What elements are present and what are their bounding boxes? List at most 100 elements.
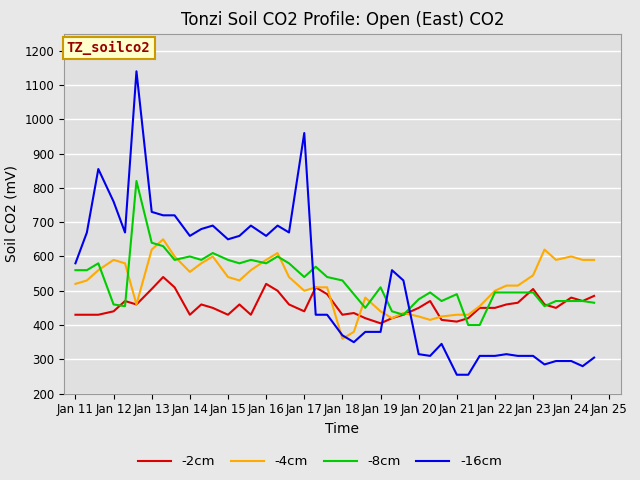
- -4cm: [491, 288, 499, 294]
- -16cm: [426, 353, 434, 359]
- -4cm: [339, 336, 346, 342]
- -4cm: [312, 285, 319, 290]
- -4cm: [362, 295, 369, 300]
- -8cm: [186, 253, 194, 259]
- -2cm: [399, 312, 407, 318]
- -8cm: [148, 240, 156, 246]
- -2cm: [121, 298, 129, 304]
- -8cm: [502, 289, 510, 295]
- -16cm: [568, 358, 575, 364]
- -8cm: [132, 178, 140, 184]
- -8cm: [323, 274, 331, 280]
- -16cm: [209, 223, 216, 228]
- -16cm: [171, 213, 179, 218]
- -8cm: [159, 243, 167, 249]
- -2cm: [415, 305, 422, 311]
- -8cm: [514, 289, 522, 295]
- -4cm: [148, 247, 156, 252]
- -16cm: [362, 329, 369, 335]
- -4cm: [568, 253, 575, 259]
- -4cm: [350, 329, 358, 335]
- -8cm: [529, 289, 537, 295]
- -4cm: [72, 281, 79, 287]
- -16cm: [148, 209, 156, 215]
- -16cm: [579, 363, 586, 369]
- -8cm: [350, 291, 358, 297]
- -2cm: [529, 286, 537, 292]
- -16cm: [159, 213, 167, 218]
- X-axis label: Time: Time: [325, 422, 360, 436]
- -4cm: [83, 277, 91, 283]
- -4cm: [236, 277, 243, 283]
- -16cm: [109, 199, 117, 204]
- -2cm: [312, 285, 319, 290]
- -2cm: [72, 312, 79, 318]
- -4cm: [426, 317, 434, 323]
- -16cm: [339, 333, 346, 338]
- -2cm: [300, 309, 308, 314]
- -2cm: [83, 312, 91, 318]
- -16cm: [350, 339, 358, 345]
- Text: TZ_soilco2: TZ_soilco2: [67, 41, 150, 55]
- -2cm: [388, 315, 396, 321]
- -8cm: [552, 298, 560, 304]
- -4cm: [529, 273, 537, 278]
- -2cm: [568, 295, 575, 300]
- -8cm: [224, 257, 232, 263]
- -2cm: [109, 309, 117, 314]
- -4cm: [399, 310, 407, 316]
- -16cm: [323, 312, 331, 318]
- -8cm: [274, 253, 282, 259]
- -16cm: [552, 358, 560, 364]
- -4cm: [453, 312, 461, 318]
- -8cm: [109, 301, 117, 307]
- -4cm: [415, 313, 422, 319]
- -16cm: [95, 166, 102, 172]
- -16cm: [438, 341, 445, 347]
- -4cm: [274, 250, 282, 256]
- -16cm: [476, 353, 484, 359]
- -2cm: [95, 312, 102, 318]
- -8cm: [72, 267, 79, 273]
- -2cm: [186, 312, 194, 318]
- -8cm: [377, 285, 385, 290]
- -4cm: [377, 309, 385, 314]
- Y-axis label: Soil CO2 (mV): Soil CO2 (mV): [5, 165, 19, 262]
- -4cm: [300, 288, 308, 294]
- -16cm: [224, 237, 232, 242]
- -2cm: [502, 301, 510, 307]
- -2cm: [198, 301, 205, 307]
- -2cm: [285, 301, 293, 307]
- -2cm: [362, 315, 369, 321]
- -4cm: [95, 267, 102, 273]
- -16cm: [132, 69, 140, 74]
- -4cm: [171, 253, 179, 259]
- -2cm: [323, 291, 331, 297]
- -16cm: [83, 229, 91, 235]
- -16cm: [388, 267, 396, 273]
- -8cm: [95, 261, 102, 266]
- -2cm: [247, 312, 255, 318]
- -2cm: [377, 321, 385, 326]
- -8cm: [121, 303, 129, 309]
- -16cm: [247, 223, 255, 228]
- -4cm: [541, 247, 548, 252]
- -2cm: [491, 305, 499, 311]
- Line: -8cm: -8cm: [76, 181, 594, 325]
- -4cm: [132, 301, 140, 307]
- Line: -4cm: -4cm: [76, 240, 594, 339]
- -2cm: [236, 301, 243, 307]
- -16cm: [590, 355, 598, 360]
- -8cm: [388, 309, 396, 314]
- -16cm: [121, 229, 129, 235]
- -2cm: [465, 315, 472, 321]
- -2cm: [339, 312, 346, 318]
- -4cm: [159, 237, 167, 242]
- -4cm: [262, 257, 270, 263]
- -2cm: [132, 301, 140, 307]
- -16cm: [541, 361, 548, 367]
- -16cm: [514, 353, 522, 359]
- -2cm: [159, 274, 167, 280]
- -16cm: [377, 329, 385, 335]
- -4cm: [198, 261, 205, 266]
